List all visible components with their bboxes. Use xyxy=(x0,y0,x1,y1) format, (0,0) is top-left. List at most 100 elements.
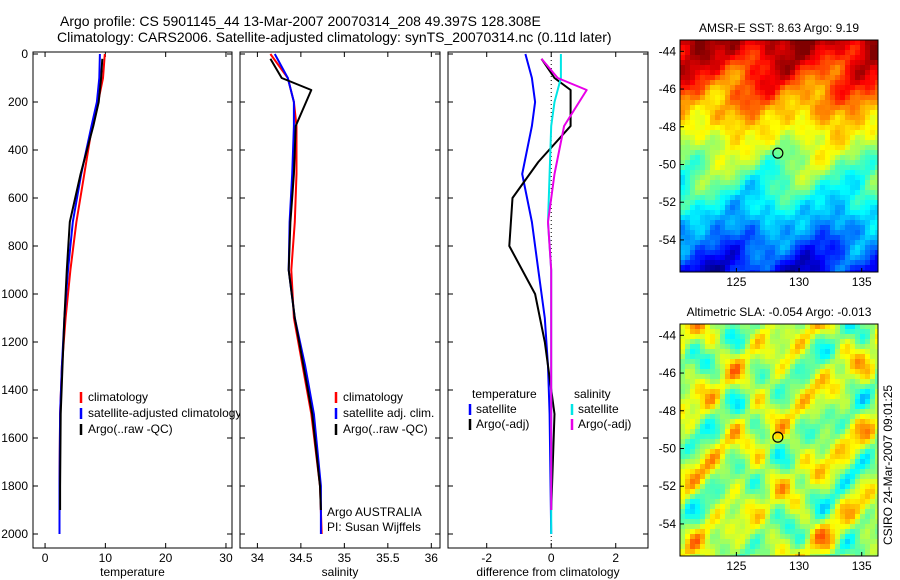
heatmap-cell xyxy=(755,105,760,110)
heatmap-cell xyxy=(685,80,690,85)
heatmap-cell xyxy=(695,444,700,449)
heatmap-cell xyxy=(760,55,765,60)
heatmap-cell xyxy=(725,364,730,369)
heatmap-cell xyxy=(820,339,825,344)
heatmap-cell xyxy=(855,519,860,524)
heatmap-cell xyxy=(695,329,700,334)
heatmap-cell xyxy=(755,190,760,195)
heatmap-cell xyxy=(785,434,790,439)
heatmap-cell xyxy=(715,424,720,429)
heatmap-cell xyxy=(775,354,780,359)
heatmap-cell xyxy=(825,95,830,100)
heatmap-cell xyxy=(770,105,775,110)
heatmap-cell xyxy=(705,409,710,414)
heatmap-cell xyxy=(770,424,775,429)
heatmap-cell xyxy=(790,434,795,439)
heatmap-cell xyxy=(765,235,770,240)
heatmap-cell xyxy=(755,339,760,344)
heatmap-cell xyxy=(845,255,850,260)
heatmap-cell xyxy=(815,175,820,180)
heatmap-cell xyxy=(775,110,780,115)
heatmap-cell xyxy=(865,230,870,235)
heatmap-cell xyxy=(770,265,775,270)
heatmap-cell xyxy=(845,50,850,55)
heatmap-cell xyxy=(805,145,810,150)
heatmap-cell xyxy=(720,499,725,504)
heatmap-cell xyxy=(775,434,780,439)
heatmap-cell xyxy=(755,464,760,469)
heatmap-cell xyxy=(750,170,755,175)
heatmap-cell xyxy=(825,354,830,359)
heatmap-cell xyxy=(745,180,750,185)
heatmap-cell xyxy=(830,255,835,260)
heatmap-cell xyxy=(830,474,835,479)
heatmap-cell xyxy=(865,389,870,394)
heatmap-cell xyxy=(805,414,810,419)
heatmap-cell xyxy=(735,419,740,424)
heatmap-cell xyxy=(795,115,800,120)
map-x-tick-label: 125 xyxy=(726,275,746,289)
heatmap-cell xyxy=(835,145,840,150)
heatmap-cell xyxy=(780,160,785,165)
heatmap-cell xyxy=(755,549,760,554)
heatmap-cell xyxy=(835,55,840,60)
heatmap-cell xyxy=(835,449,840,454)
heatmap-cell xyxy=(835,125,840,130)
heatmap-cell xyxy=(800,419,805,424)
heatmap-cell xyxy=(715,125,720,130)
heatmap-cell xyxy=(695,514,700,519)
heatmap-cell xyxy=(710,364,715,369)
heatmap-cell xyxy=(715,215,720,220)
heatmap-cell xyxy=(685,534,690,539)
heatmap-cell xyxy=(720,419,725,424)
heatmap-cell xyxy=(840,499,845,504)
heatmap-cell xyxy=(790,220,795,225)
heatmap-cell xyxy=(695,100,700,105)
heatmap-cell xyxy=(830,270,835,272)
heatmap-cell xyxy=(710,55,715,60)
heatmap-cell xyxy=(700,379,705,384)
heatmap-cell xyxy=(740,100,745,105)
heatmap-cell xyxy=(805,389,810,394)
heatmap-cell xyxy=(710,40,715,45)
heatmap-cell xyxy=(865,95,870,100)
heatmap-cell xyxy=(685,509,690,514)
heatmap-cell xyxy=(740,364,745,369)
x-tick-label: 34 xyxy=(251,551,265,565)
heatmap-cell xyxy=(795,329,800,334)
legend-label: satellite xyxy=(578,402,619,416)
heatmap-cell xyxy=(740,210,745,215)
heatmap-cell xyxy=(825,155,830,160)
heatmap-cell xyxy=(835,454,840,459)
heatmap-cell xyxy=(690,344,695,349)
heatmap-cell xyxy=(705,494,710,499)
heatmap-cell xyxy=(810,220,815,225)
heatmap-cell xyxy=(815,150,820,155)
heatmap-cell xyxy=(805,554,810,556)
heatmap-cell xyxy=(845,85,850,90)
heatmap-cell xyxy=(775,554,780,556)
heatmap-cell xyxy=(830,150,835,155)
heatmap-cell xyxy=(820,509,825,514)
heatmap-cell xyxy=(750,469,755,474)
heatmap-cell xyxy=(750,250,755,255)
heatmap-cell xyxy=(730,120,735,125)
heatmap-cell xyxy=(845,519,850,524)
heatmap-cell xyxy=(745,464,750,469)
heatmap-cell xyxy=(800,235,805,240)
heatmap-cell xyxy=(785,369,790,374)
heatmap-cell xyxy=(690,524,695,529)
heatmap-cell xyxy=(740,529,745,534)
heatmap-cell xyxy=(750,329,755,334)
heatmap-cell xyxy=(760,155,765,160)
heatmap-cell xyxy=(685,205,690,210)
heatmap-cell xyxy=(815,180,820,185)
heatmap-cell xyxy=(820,444,825,449)
heatmap-cell xyxy=(810,265,815,270)
heatmap-cell xyxy=(745,205,750,210)
heatmap-cell xyxy=(790,155,795,160)
heatmap-cell xyxy=(860,519,865,524)
heatmap-cell xyxy=(830,359,835,364)
heatmap-cell xyxy=(850,534,855,539)
heatmap-cell xyxy=(695,519,700,524)
